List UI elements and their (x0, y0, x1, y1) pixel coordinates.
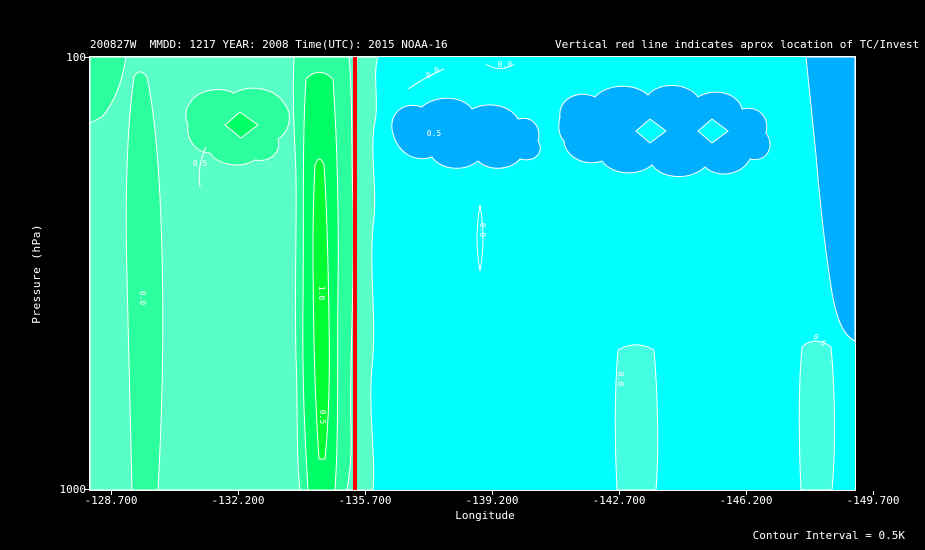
contour-label: 0.5 (318, 410, 327, 425)
y-tick-label-100: 100 (66, 51, 86, 64)
title-line-1: 200827W MMDD: 1217 YEAR: 2008 Time(UTC):… (90, 38, 448, 51)
cold-cluster-hole-1 (635, 118, 667, 144)
x-tick-mark (111, 491, 112, 495)
storm-green-column-core (312, 158, 330, 460)
y-tick-label-1000: 1000 (59, 483, 87, 496)
x-tick-mark (238, 491, 239, 495)
note-line-1: Vertical red line indicates aprox locati… (555, 38, 920, 51)
y-tick-mark (84, 489, 89, 490)
contour-label: 0.0 (616, 372, 625, 387)
x-tick-label: -128.700 (84, 494, 138, 507)
x-tick-label: -139.200 (465, 494, 519, 507)
contour-label: 0.5 (193, 159, 208, 168)
x-tick-mark (873, 491, 874, 495)
weak-positive-strip-2 (798, 340, 836, 490)
neck-contour-line (198, 146, 207, 188)
boundary-contour-line (407, 68, 445, 90)
contour-label: 0.0 (498, 60, 513, 69)
left-green-column (125, 71, 164, 490)
x-tick-mark (746, 491, 747, 495)
y-axis-title: Pressure (hPa) (30, 224, 43, 324)
contour-label: 0.0 (138, 291, 147, 306)
contour-label: 0.5 (427, 129, 442, 138)
x-tick-label: -132.200 (211, 494, 265, 507)
top-zero-contour-line (485, 63, 515, 69)
x-tick-mark (365, 491, 366, 495)
x-tick-mark (619, 491, 620, 495)
topleft-green-wedge (90, 57, 127, 124)
cold-cluster-hole-2 (697, 118, 729, 144)
storm-location-line (353, 57, 357, 490)
cold-anomaly-region-far-east (805, 57, 855, 342)
contour-interval-note: Contour Interval = 0.5K (752, 529, 905, 542)
x-axis-title: Longitude (455, 509, 515, 522)
y-tick-mark (84, 57, 89, 58)
cross-section-plot: 0.5 0.0 1.0 0.5 0.0 0.0 0.5 0.0 0.0 0.5 (89, 56, 856, 491)
x-tick-label: -142.700 (592, 494, 646, 507)
weak-positive-strip-1 (614, 344, 659, 490)
contour-label: 1.0 (317, 286, 326, 301)
x-tick-label: -149.700 (846, 494, 900, 507)
upper-green-blob-core (224, 111, 259, 139)
contour-label: 0.0 (478, 223, 487, 238)
zero-contour-sliver (476, 204, 484, 272)
x-tick-label: -146.200 (719, 494, 773, 507)
x-tick-mark (492, 491, 493, 495)
cold-anomaly-blob-west (391, 97, 541, 169)
x-tick-label: -135.700 (338, 494, 392, 507)
